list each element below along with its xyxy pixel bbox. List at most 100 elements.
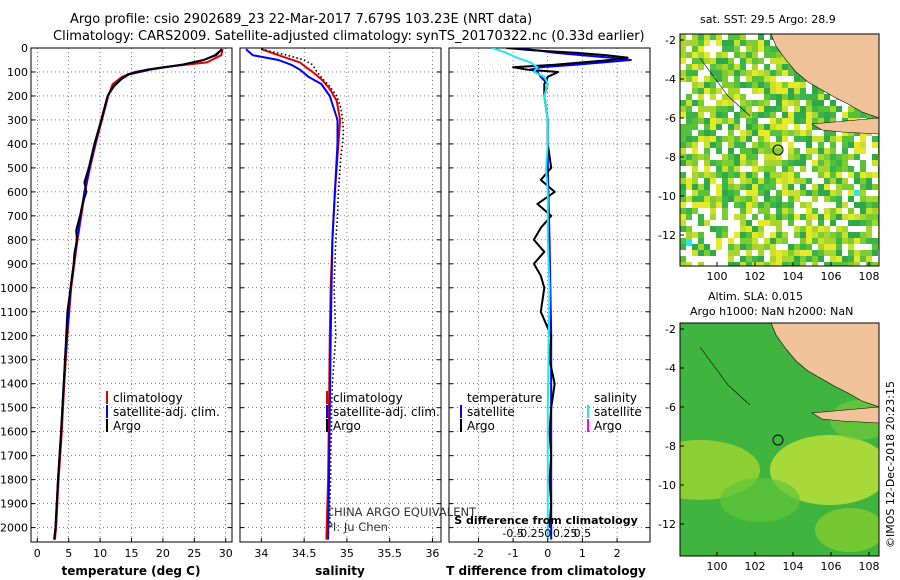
sst-map-cell	[812, 148, 818, 154]
sst-map-cell	[716, 232, 722, 238]
sst-map-cell	[680, 100, 686, 106]
map-y-tick-label: -12	[658, 518, 676, 531]
sst-map-cell	[710, 88, 716, 94]
sst-map-cell	[716, 238, 722, 244]
sst-map-cell	[848, 250, 854, 256]
sst-map-cell	[686, 112, 692, 118]
sst-map-cell	[716, 148, 722, 154]
sst-map-cell	[764, 208, 770, 214]
sst-map-cell	[818, 256, 824, 262]
legend-label-climatology: climatology	[333, 391, 403, 405]
sst-map-cell	[836, 250, 842, 256]
sst-map-cell	[746, 262, 752, 266]
sst-map-cell	[872, 262, 878, 266]
sst-map-cell	[734, 214, 740, 220]
sst-map-cell	[698, 52, 704, 58]
sst-map-cell	[764, 202, 770, 208]
sst-map-cell	[818, 106, 824, 112]
sst-map-cell	[734, 202, 740, 208]
sst-map-cell	[842, 202, 848, 208]
sst-map-cell	[692, 88, 698, 94]
sst-map-cell	[782, 262, 788, 266]
sst-map-cell	[806, 112, 812, 118]
sst-map-cell	[848, 130, 854, 136]
top-tick-label: 0	[544, 527, 551, 540]
sst-map-cell	[794, 76, 800, 82]
sst-map-cell	[836, 190, 842, 196]
sst-map-cell	[854, 238, 860, 244]
sst-map-cell	[776, 232, 782, 238]
sst-map-cell	[764, 244, 770, 250]
sst-map-cell	[788, 112, 794, 118]
difference-xlabel: T difference from climatology	[446, 564, 646, 578]
sst-map-cell	[842, 238, 848, 244]
sst-map-cell	[812, 94, 818, 100]
sst-map-cell	[686, 124, 692, 130]
sst-map-cell	[728, 160, 734, 166]
sst-map-cell	[716, 100, 722, 106]
sst-map-cell	[764, 190, 770, 196]
sst-map-cell	[854, 112, 860, 118]
sst-map-cell	[848, 172, 854, 178]
sst-map-cell	[746, 46, 752, 52]
sst-map-cell	[740, 244, 746, 250]
sst-map-cell	[740, 70, 746, 76]
sst-map-cell	[812, 232, 818, 238]
sst-map-cell	[752, 70, 758, 76]
sst-map-cell	[842, 154, 848, 160]
sst-map-cell	[704, 196, 710, 202]
salinity-annotation-program: CHINA ARGO EQUIVALENT	[326, 505, 477, 519]
sst-map-cell	[698, 250, 704, 256]
sst-map-cell	[800, 250, 806, 256]
sst-map-cell	[866, 196, 872, 202]
sst-map-cell	[794, 130, 800, 136]
sst-map-cell	[788, 190, 794, 196]
sst-map-cell	[728, 154, 734, 160]
sst-map-cell	[704, 250, 710, 256]
sst-map-cell	[758, 244, 764, 250]
sst-map-cell	[686, 130, 692, 136]
sst-map-cell	[686, 136, 692, 142]
top-tick-label: 0.25	[553, 527, 578, 540]
sst-map-cell	[770, 256, 776, 262]
sst-map-cell	[698, 106, 704, 112]
sst-map-cell	[776, 160, 782, 166]
sst-map-cell	[824, 118, 830, 124]
legend-label-argo: Argo	[333, 419, 361, 433]
sst-map-cell	[704, 178, 710, 184]
sst-map-cell	[692, 76, 698, 82]
sst-map-cell	[758, 184, 764, 190]
sst-map-cell	[752, 130, 758, 136]
sst-map-cell	[746, 208, 752, 214]
sst-map-cell	[824, 184, 830, 190]
sst-map-cell	[836, 262, 842, 266]
sst-map-cell	[722, 172, 728, 178]
sst-map-cell	[860, 208, 866, 214]
sst-map-cell	[800, 226, 806, 232]
sst-map-cell	[770, 250, 776, 256]
sst-map-cell	[692, 118, 698, 124]
sst-map-cell	[764, 148, 770, 154]
sst-map-cell	[686, 70, 692, 76]
sst-map-cell	[782, 136, 788, 142]
sst-map-cell	[836, 202, 842, 208]
sst-map-cell	[692, 40, 698, 46]
sst-map-cell	[734, 244, 740, 250]
sst-map-cell	[680, 226, 686, 232]
sst-map-cell	[758, 76, 764, 82]
sst-map-cell	[770, 220, 776, 226]
sst-map-cell	[704, 82, 710, 88]
sst-map-cell	[704, 88, 710, 94]
sst-map-cell	[692, 172, 698, 178]
sst-map-cell	[704, 40, 710, 46]
sst-map-cell	[740, 52, 746, 58]
sst-map-cell	[854, 220, 860, 226]
sst-map-cell	[824, 94, 830, 100]
sst-map-cell	[764, 172, 770, 178]
x-tick-label: 34	[254, 547, 268, 560]
sst-map-cell	[830, 100, 836, 106]
map-x-tick-label: 104	[783, 560, 804, 573]
sst-map-cell	[860, 184, 866, 190]
sst-map-cell	[782, 64, 788, 70]
sst-map-cell	[692, 142, 698, 148]
